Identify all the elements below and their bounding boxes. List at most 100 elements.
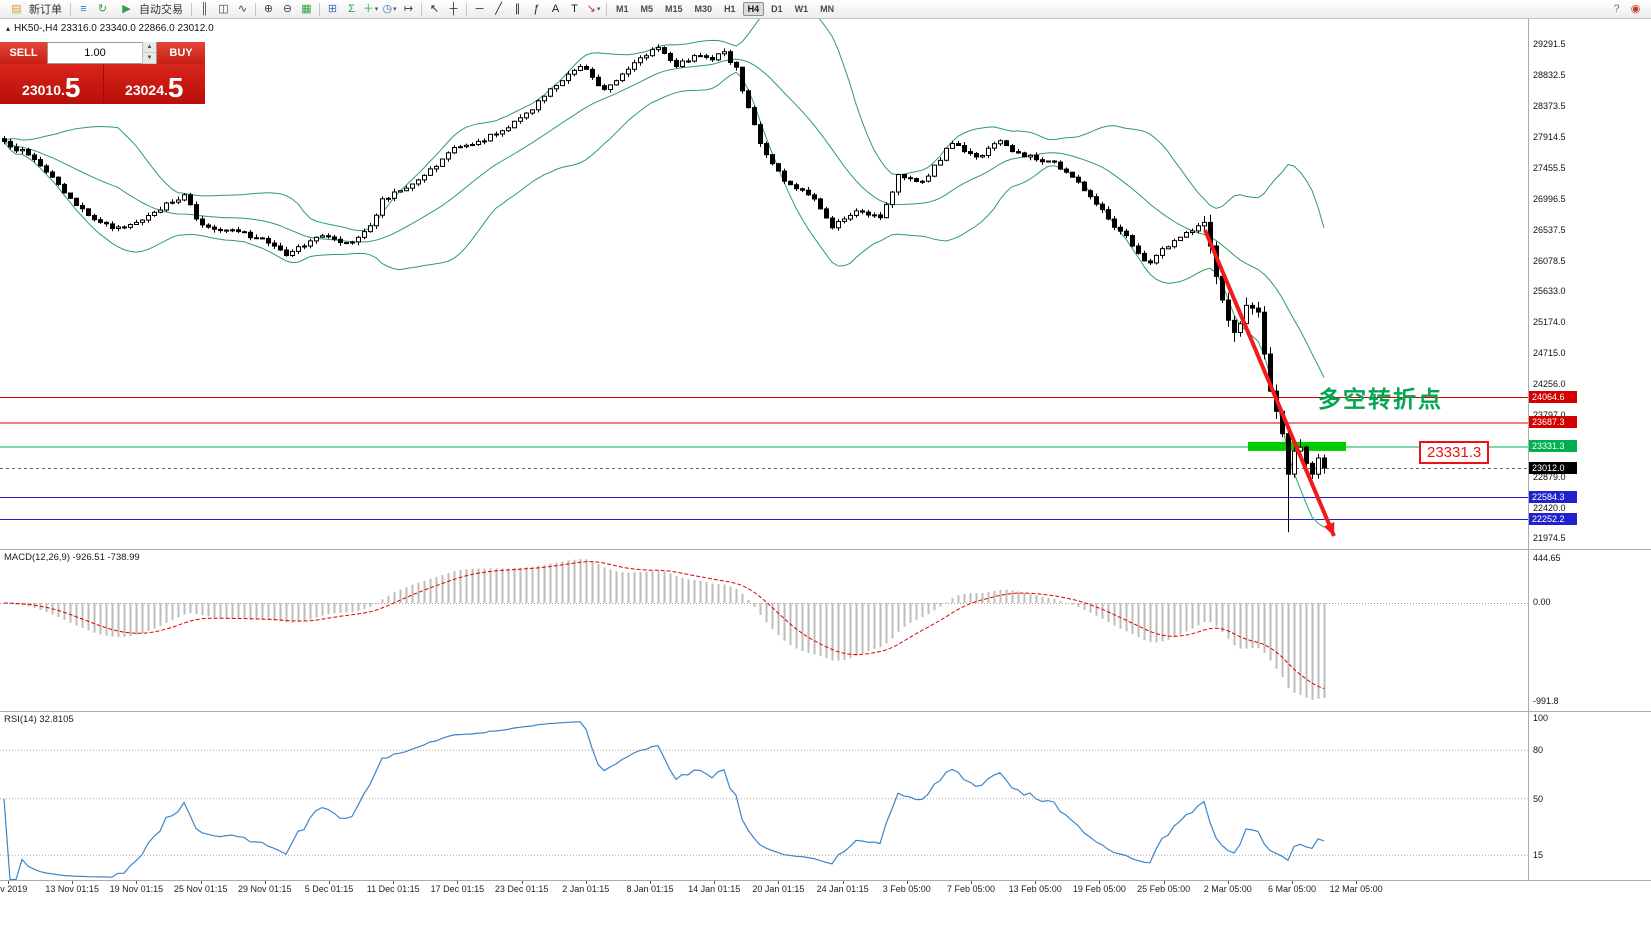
- crosshair-icon[interactable]: ┼: [449, 2, 458, 15]
- time-axis-label: 2 Mar 05:00: [1203, 884, 1252, 894]
- price-level-tag: 22584.3: [1529, 490, 1577, 503]
- price-axis-label: 26078.5: [1533, 255, 1566, 266]
- toolbar-separator: [606, 2, 607, 16]
- pane-separator[interactable]: [0, 549, 1651, 550]
- time-tick: [393, 881, 395, 884]
- auto-trading-button[interactable]: ▶ 自动交易: [112, 1, 188, 18]
- new-order-button[interactable]: ▤ 新订单: [2, 1, 67, 18]
- buy-price-big-digit: 5: [167, 72, 184, 103]
- time-tick: [971, 881, 972, 884]
- new-order-icon[interactable]: ▤: [11, 2, 22, 15]
- text-icon[interactable]: A: [551, 2, 560, 15]
- timeframe-h4[interactable]: H4: [742, 2, 765, 16]
- timeframe-m15[interactable]: M15: [665, 4, 683, 14]
- indicator-list-icon[interactable]: Σ: [348, 2, 355, 15]
- time-tick: [457, 881, 459, 884]
- time-tick: [8, 881, 9, 884]
- rsi-canvas[interactable]: [0, 712, 1528, 880]
- rsi-axis-label: 50: [1533, 793, 1544, 804]
- one-click-trading-panel: SELL ▲ ▼ BUY 23010.5 23024.5: [0, 42, 205, 104]
- buy-button[interactable]: BUY: [157, 42, 205, 64]
- time-axis-label: 13 Nov 01:15: [45, 884, 99, 894]
- bar-chart-icon[interactable]: ║: [200, 2, 209, 15]
- time-tick: [1356, 881, 1358, 884]
- price-axis-label: 23797.0: [1533, 409, 1566, 420]
- time-axis-label: 8 Jan 01:15: [626, 884, 674, 894]
- cursor-icon[interactable]: ↖: [429, 2, 440, 15]
- help-icon[interactable]: ?: [1613, 2, 1620, 15]
- time-axis-label: 20 Jan 01:15: [752, 884, 805, 894]
- time-scale[interactable]: Nov 2019 13 Nov 01:15 19 Nov 01:15 25 Nov 0…: [0, 881, 1651, 901]
- time-axis-label: 23 Dec 01:15: [494, 884, 549, 894]
- rsi-scale[interactable]: 100 80 50 15: [1528, 712, 1651, 880]
- timeframe-w1[interactable]: W1: [794, 4, 809, 14]
- horizontal-line-icon[interactable]: ─: [475, 2, 484, 15]
- timeframe-m30[interactable]: M30: [694, 4, 713, 14]
- grid-icon[interactable]: ▦: [301, 2, 312, 15]
- timeframe-m5[interactable]: M5: [640, 4, 654, 14]
- time-tick: [1292, 881, 1293, 884]
- refresh-icon[interactable]: ↻: [97, 2, 108, 15]
- new-chart-icon[interactable]: ＋ ▾: [362, 2, 379, 15]
- trendline-icon[interactable]: ╱: [495, 2, 502, 15]
- new-chart-dropdown-icon[interactable]: ▾: [374, 5, 379, 13]
- price-axis-label: 21974.5: [1533, 532, 1566, 543]
- time-axis-label: 14 Jan 01:15: [688, 884, 741, 894]
- text-label-icon[interactable]: T: [571, 2, 578, 15]
- period-converter-icon[interactable]: ◷ ▾: [382, 2, 397, 15]
- price-level-tag: 23331.3: [1529, 440, 1577, 453]
- macd-header: MACD(12,26,9) -926.51 -738.99: [4, 552, 140, 563]
- pane-separator[interactable]: [0, 711, 1651, 712]
- price-level-tag: 23012.0: [1529, 461, 1577, 474]
- arrows-dropdown-icon[interactable]: ▾: [596, 5, 601, 13]
- time-tick: [72, 881, 74, 884]
- time-tick: [1163, 881, 1165, 884]
- time-tick: [1227, 881, 1229, 884]
- community-icon[interactable]: ◉: [1630, 2, 1641, 15]
- toolbar-separator: [466, 2, 467, 16]
- timeframe-mn[interactable]: MN: [820, 4, 835, 14]
- time-tick: [906, 881, 908, 884]
- time-tick: [714, 881, 716, 884]
- timeframe-d1[interactable]: D1: [771, 4, 783, 14]
- time-axis-label: 29 Nov 01:15: [238, 884, 292, 894]
- time-axis-label: 24 Jan 01:15: [816, 884, 869, 894]
- candlestick-chart-icon[interactable]: ◫: [218, 2, 229, 15]
- time-axis-label: 6 Mar 05:00: [1267, 884, 1317, 894]
- arrows-icon[interactable]: ↘ ▾: [586, 2, 601, 15]
- chart-shift-icon[interactable]: ↦: [403, 2, 414, 15]
- macd-canvas[interactable]: [0, 550, 1528, 711]
- price-scale[interactable]: 29291.5 28832.5 28373.5 27914.5 27455.5 26996…: [1528, 19, 1651, 549]
- buy-price[interactable]: 23024. 5: [102, 64, 205, 104]
- auto-trading-icon[interactable]: ▶: [122, 2, 131, 15]
- timeframe-h1[interactable]: H1: [724, 4, 736, 14]
- sell-price[interactable]: 23010. 5: [0, 64, 103, 104]
- sell-button[interactable]: SELL: [0, 42, 47, 64]
- rsi-header: RSI(14) 32.8105: [4, 714, 74, 725]
- volume-up-icon[interactable]: ▲: [143, 42, 156, 53]
- rsi-axis-label: 15: [1533, 850, 1544, 861]
- time-axis-label: 25 Nov 01:15: [173, 884, 228, 894]
- rsi-axis-label: 80: [1533, 745, 1544, 756]
- tile-windows-icon[interactable]: ⊞: [327, 2, 338, 15]
- time-tick: [778, 881, 780, 884]
- line-chart-icon[interactable]: ∿: [237, 2, 248, 15]
- period-converter-dropdown-icon[interactable]: ▾: [393, 5, 397, 13]
- fibonacci-icon[interactable]: ƒ: [533, 2, 540, 15]
- volume-input[interactable]: [48, 46, 142, 60]
- zoom-out-icon[interactable]: ⊖: [282, 2, 293, 15]
- time-axis-label: 25 Feb 05:00: [1137, 884, 1191, 894]
- equidistant-channel-icon[interactable]: ∥: [514, 2, 521, 15]
- time-tick: [136, 881, 138, 884]
- symbol-collapse-icon[interactable]: ▴: [6, 24, 11, 33]
- macd-axis-label: 0.00: [1533, 597, 1551, 607]
- price-axis-label: 25174.0: [1533, 317, 1566, 328]
- price-chart-canvas[interactable]: [0, 19, 1528, 549]
- time-axis-label: 2 Jan 01:15: [562, 884, 610, 894]
- macd-scale[interactable]: 444.65 0.00 -991.8: [1528, 550, 1651, 711]
- market-watch-icon[interactable]: ≡: [80, 2, 87, 15]
- volume-down-icon[interactable]: ▼: [143, 53, 156, 64]
- zoom-in-icon[interactable]: ⊕: [263, 2, 274, 15]
- timeframe-m1[interactable]: M1: [616, 4, 629, 14]
- pane-separator: [0, 880, 1651, 881]
